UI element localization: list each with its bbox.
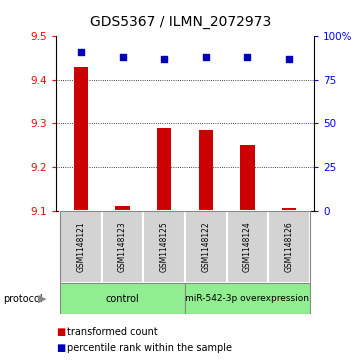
- Bar: [199, 130, 213, 211]
- Bar: [185, 283, 310, 314]
- Text: ▶: ▶: [38, 294, 47, 303]
- Bar: [74, 67, 88, 211]
- Text: ■: ■: [56, 343, 65, 354]
- Point: [244, 54, 250, 60]
- Text: ■: ■: [56, 327, 65, 337]
- Text: GSM1148122: GSM1148122: [201, 221, 210, 272]
- Text: percentile rank within the sample: percentile rank within the sample: [67, 343, 232, 354]
- Bar: [227, 211, 268, 283]
- Text: GDS5367 / ILMN_2072973: GDS5367 / ILMN_2072973: [90, 15, 271, 29]
- Text: protocol: protocol: [4, 294, 43, 303]
- Bar: [282, 208, 296, 211]
- Bar: [185, 211, 227, 283]
- Text: GSM1148125: GSM1148125: [160, 221, 169, 272]
- Point: [120, 54, 126, 60]
- Bar: [240, 145, 255, 211]
- Bar: [157, 128, 171, 211]
- Bar: [143, 211, 185, 283]
- Bar: [268, 211, 310, 283]
- Point: [286, 56, 292, 62]
- Text: GSM1148124: GSM1148124: [243, 221, 252, 272]
- Point: [78, 49, 84, 55]
- Text: GSM1148123: GSM1148123: [118, 221, 127, 272]
- Bar: [115, 206, 130, 211]
- Bar: [60, 283, 185, 314]
- Bar: [60, 211, 102, 283]
- Text: GSM1148126: GSM1148126: [284, 221, 293, 272]
- Point: [161, 56, 167, 62]
- Text: GSM1148121: GSM1148121: [77, 221, 86, 272]
- Point: [203, 54, 209, 60]
- Text: control: control: [106, 294, 139, 303]
- Bar: [102, 211, 143, 283]
- Text: miR-542-3p overexpression: miR-542-3p overexpression: [186, 294, 309, 303]
- Text: transformed count: transformed count: [67, 327, 157, 337]
